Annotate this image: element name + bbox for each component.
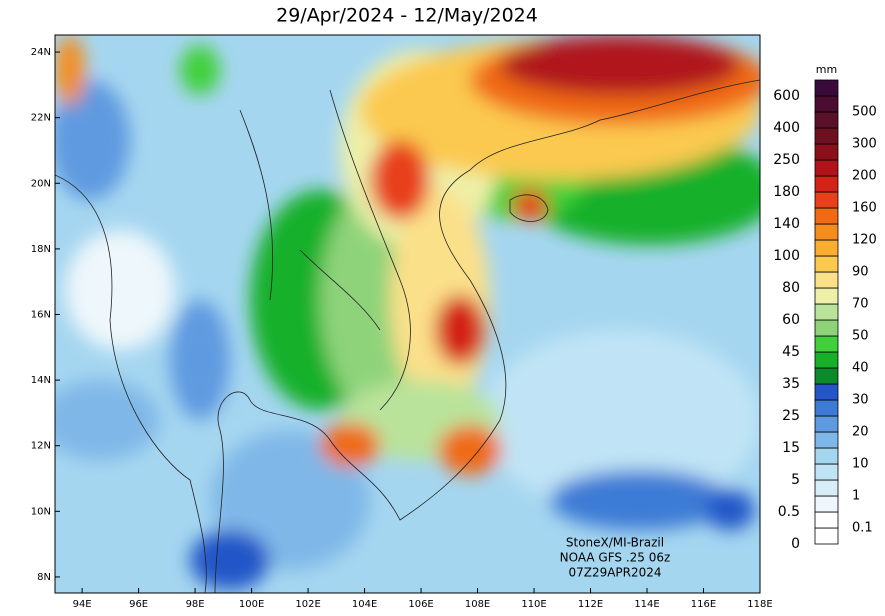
colorbar-box (814, 415, 839, 433)
x-tick-label: 100E (239, 599, 264, 610)
annotation: 07Z29APR2024 (568, 566, 661, 580)
colorbar-box (814, 143, 839, 161)
colorbar-box (814, 351, 839, 369)
colorbar-box (814, 511, 839, 529)
colorbar-label: 60 (782, 312, 800, 328)
colorbar-box (814, 191, 839, 209)
colorbar-box (814, 271, 839, 289)
axes: 94E 96E 98E 100E 102E 104E 106E 108E 110E 112E 114… (31, 47, 773, 610)
colorbar-box (814, 159, 839, 177)
x-tick-label: 104E (352, 599, 377, 610)
colorbar-label: 10 (852, 457, 869, 472)
colorbar-box (814, 127, 839, 145)
colorbar-box (814, 399, 839, 417)
colorbar-box (814, 303, 839, 321)
colorbar-box (814, 79, 839, 97)
y-tick-label: 20N (31, 178, 51, 189)
colorbar-label: 80 (782, 280, 800, 296)
colorbar-box (814, 255, 839, 273)
x-tick-label: 94E (73, 599, 92, 610)
y-tick-label: 8N (37, 572, 51, 583)
colorbar-box (814, 479, 839, 497)
colorbar-label: 300 (852, 137, 877, 152)
x-tick-label: 96E (129, 599, 148, 610)
colorbar-label: 5 (791, 472, 800, 488)
colorbar-box (814, 223, 839, 241)
colorbar-label: 50 (852, 329, 869, 344)
precipitation-field (55, 35, 760, 593)
colorbar-label: 140 (773, 216, 800, 232)
colorbar-unit: mm (816, 63, 837, 76)
colorbar-box (814, 383, 839, 401)
colorbar-label: 40 (852, 361, 869, 376)
colorbar-box (814, 175, 839, 193)
colorbar-label: 0.1 (852, 521, 873, 536)
y-tick-label: 10N (31, 506, 51, 517)
colorbar-box (814, 447, 839, 465)
colorbar-label: 160 (852, 201, 877, 216)
y-tick-label: 16N (31, 309, 51, 320)
colorbar-label: 70 (852, 297, 869, 312)
colorbar-label: 500 (852, 105, 877, 120)
colorbar-label: 45 (782, 344, 800, 360)
x-tick-label: 114E (634, 599, 659, 610)
colorbar-label: 120 (852, 233, 877, 248)
x-tick-label: 116E (691, 599, 716, 610)
colorbar-label: 30 (852, 393, 869, 408)
colorbar-label: 400 (773, 120, 800, 136)
colorbar-label: 15 (782, 440, 800, 456)
colorbar-label: 180 (773, 184, 800, 200)
x-tick-label: 108E (465, 599, 490, 610)
coastlines (55, 79, 760, 593)
x-tick-label: 98E (186, 599, 205, 610)
y-tick-label: 24N (31, 47, 51, 58)
colorbar-box (814, 207, 839, 225)
colorbar-label: 20 (852, 425, 869, 440)
x-tick-label: 102E (295, 599, 320, 610)
y-tick-label: 14N (31, 375, 51, 386)
colorbar-box (814, 95, 839, 113)
y-tick-label: 18N (31, 244, 51, 255)
y-tick-label: 12N (31, 441, 51, 452)
colorbar-box (814, 431, 839, 449)
colorbar-box (814, 527, 839, 545)
colorbar-box (814, 367, 839, 385)
field-blobs (55, 35, 760, 590)
x-tick-label: 112E (578, 599, 603, 610)
colorbar-box (814, 287, 839, 305)
annotation: NOAA GFS .25 06z (560, 551, 671, 565)
colorbar-label: 1 (852, 489, 860, 504)
y-tick-label: 22N (31, 113, 51, 124)
colorbar-label: 200 (852, 169, 877, 184)
colorbar-label: 25 (782, 408, 800, 424)
x-tick-label: 110E (521, 599, 546, 610)
colorbar-label: 600 (773, 88, 800, 104)
colorbar-label: 0.5 (778, 504, 800, 520)
colorbar-label: 90 (852, 265, 869, 280)
colorbar-box (814, 319, 839, 337)
colorbar-label: 0 (791, 536, 800, 552)
colorbar-box (814, 111, 839, 129)
colorbar-box (814, 239, 839, 257)
colorbar-box (814, 495, 839, 513)
colorbar-box (814, 335, 839, 353)
colorbar: mm00.10.51510152025303540455060708090100… (773, 63, 877, 552)
colorbar-label: 250 (773, 152, 800, 168)
colorbar-label: 100 (773, 248, 800, 264)
colorbar-box (814, 463, 839, 481)
colorbar-label: 35 (782, 376, 800, 392)
x-tick-label: 106E (408, 599, 433, 610)
title: 29/Apr/2024 - 12/May/2024 (276, 5, 538, 27)
annotation: StoneX/MI-Brazil (566, 536, 664, 550)
x-tick-label: 118E (747, 599, 772, 610)
